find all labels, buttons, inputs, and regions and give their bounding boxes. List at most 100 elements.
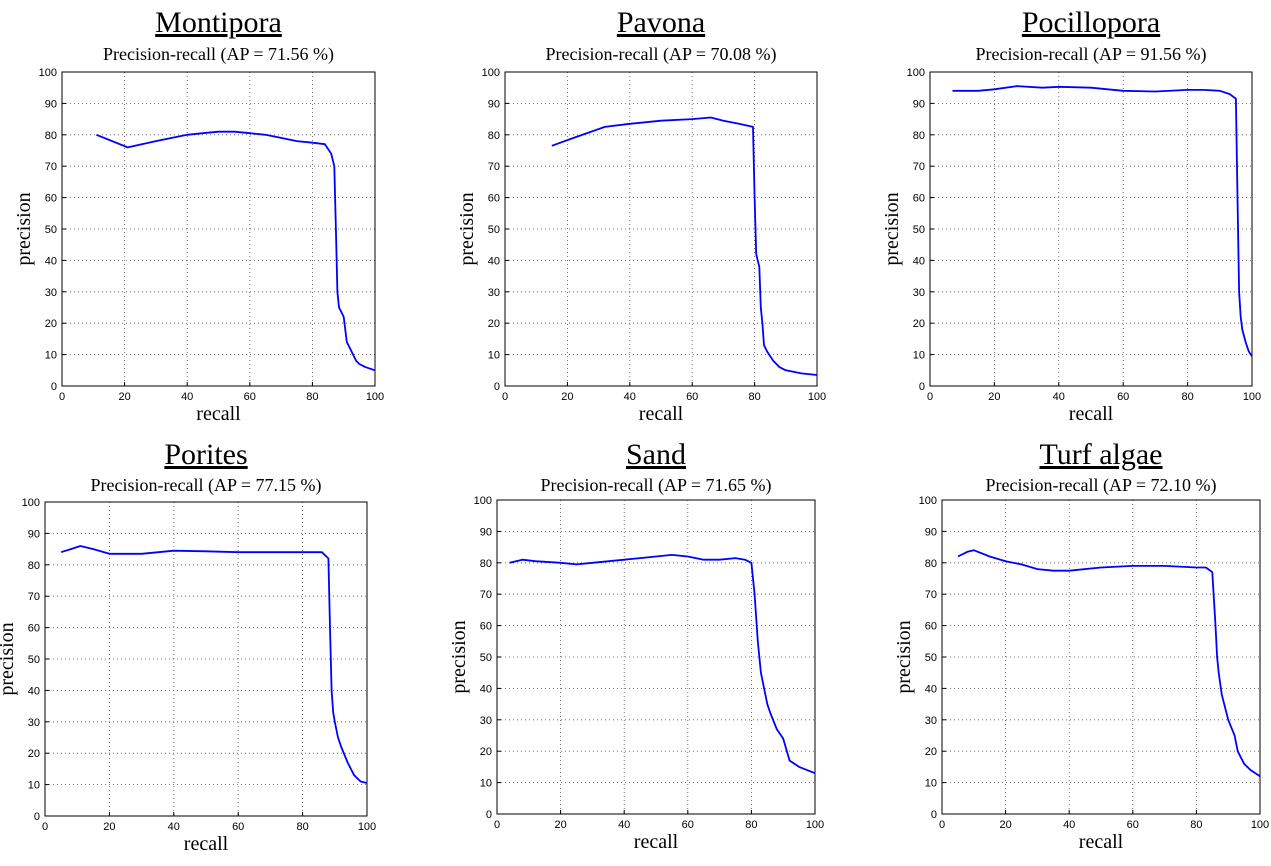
y-tick-label: 0 (494, 381, 500, 393)
plot-area: 0 20 40 60 80 100 0 10 20 30 40 50 60 70 80 90 100 recall… (893, 495, 1269, 853)
x-tick-label: 0 (494, 819, 500, 831)
y-tick-label: 100 (474, 495, 492, 507)
plot-background (497, 500, 815, 814)
y-tick-label: 40 (925, 683, 937, 695)
y-tick-label: 50 (480, 652, 492, 664)
x-axis-label: recall (639, 403, 684, 425)
species-title: Sand (626, 438, 686, 471)
y-tick-label: 20 (925, 746, 937, 758)
y-tick-label: 30 (488, 287, 500, 299)
plot-background (942, 500, 1260, 814)
series-line (96, 130, 376, 372)
y-tick-label: 30 (480, 715, 492, 727)
y-tick-label: 0 (931, 809, 937, 821)
x-tick-label: 60 (1117, 391, 1129, 403)
plot-area: 0 20 40 60 80 100 0 10 20 30 40 50 60 70 80 90 100 recall… (456, 67, 826, 425)
y-tick-label: 100 (39, 67, 57, 79)
y-tick-label: 50 (913, 224, 925, 236)
chart-title: Precision-recall (AP = 77.15 %) (90, 475, 322, 495)
x-tick-label: 20 (103, 821, 115, 833)
x-tick-label: 100 (366, 391, 384, 403)
y-tick-label: 100 (907, 67, 925, 79)
y-tick-label: 60 (28, 623, 40, 635)
x-tick-label: 100 (1243, 391, 1261, 403)
chart-panel-pavona: Pavona Precision-recall (AP = 70.08 %) 0 20… (425, 0, 837, 436)
y-tick-label: 80 (480, 558, 492, 570)
y-tick-label: 10 (28, 780, 40, 792)
x-tick-label: 0 (939, 819, 945, 831)
x-tick-label: 80 (1181, 391, 1193, 403)
plot-area: 0 20 40 60 80 100 0 10 20 30 40 50 60 70 80 90 100 recall… (13, 67, 384, 425)
y-tick-label: 80 (925, 558, 937, 570)
x-tick-label: 60 (1127, 819, 1139, 831)
series-line (60, 545, 368, 784)
y-axis-label: precision (448, 620, 470, 693)
y-tick-label: 70 (913, 161, 925, 173)
y-tick-label: 90 (480, 526, 492, 538)
y-tick-label: 20 (480, 746, 492, 758)
y-tick-label: 90 (925, 526, 937, 538)
x-tick-label: 0 (927, 391, 933, 403)
y-tick-label: 90 (488, 98, 500, 110)
x-tick-label: 20 (118, 391, 130, 403)
x-tick-label: 40 (1053, 391, 1065, 403)
y-tick-label: 40 (913, 255, 925, 267)
y-tick-label: 30 (45, 287, 57, 299)
y-tick-label: 40 (488, 255, 500, 267)
x-tick-label: 100 (358, 821, 376, 833)
x-axis-label: recall (1069, 403, 1114, 425)
x-tick-label: 100 (808, 391, 826, 403)
y-tick-label: 90 (913, 98, 925, 110)
y-tick-label: 0 (34, 811, 40, 823)
y-tick-label: 100 (919, 495, 937, 507)
chart-panel-montipora: Montipora Precision-recall (AP = 71.56 %)… (0, 0, 395, 436)
y-tick-label: 80 (28, 560, 40, 572)
y-tick-label: 0 (486, 809, 492, 821)
y-tick-label: 90 (28, 528, 40, 540)
y-tick-label: 80 (913, 130, 925, 142)
y-tick-label: 20 (488, 318, 500, 330)
y-tick-label: 10 (45, 350, 57, 362)
x-axis-label: recall (184, 833, 229, 855)
y-tick-label: 0 (51, 381, 57, 393)
y-tick-label: 60 (913, 193, 925, 205)
x-tick-label: 40 (624, 391, 636, 403)
y-axis-label: precision (456, 192, 478, 265)
y-tick-label: 30 (913, 287, 925, 299)
x-tick-label: 100 (1251, 819, 1269, 831)
chart-panel-pocillopora: Pocillopora Precision-recall (AP = 91.56 … (860, 0, 1271, 436)
x-tick-label: 60 (686, 391, 698, 403)
x-axis-label: recall (1079, 831, 1124, 853)
x-tick-label: 20 (554, 819, 566, 831)
chart-title: Precision-recall (AP = 71.65 %) (540, 475, 772, 495)
y-tick-label: 60 (925, 621, 937, 633)
y-tick-label: 70 (480, 589, 492, 601)
y-tick-label: 40 (45, 255, 57, 267)
x-tick-label: 80 (1190, 819, 1202, 831)
y-tick-label: 90 (45, 98, 57, 110)
x-tick-label: 20 (561, 391, 573, 403)
y-tick-label: 20 (28, 748, 40, 760)
chart-title: Precision-recall (AP = 71.56 %) (103, 44, 334, 64)
x-tick-label: 60 (244, 391, 256, 403)
species-title: Pavona (616, 6, 706, 39)
x-tick-label: 80 (745, 819, 757, 831)
y-tick-label: 70 (925, 589, 937, 601)
y-tick-label: 20 (45, 318, 57, 330)
y-tick-label: 0 (919, 381, 925, 393)
x-tick-label: 80 (296, 821, 308, 833)
species-title: Pocillopora (1021, 6, 1161, 39)
chart-panel-porites: Porites Precision-recall (AP = 77.15 %) 0 2… (0, 440, 387, 866)
y-tick-label: 10 (488, 350, 500, 362)
y-tick-label: 70 (28, 591, 40, 603)
x-tick-label: 80 (306, 391, 318, 403)
x-tick-label: 20 (999, 819, 1011, 831)
y-tick-label: 10 (480, 778, 492, 790)
plot-area: 0 20 40 60 80 100 0 10 20 30 40 50 60 70 80 90 100 recall… (0, 497, 376, 855)
chart-panel-turf-algae: Turf algae Precision-recall (AP = 72.10 %… (860, 440, 1271, 864)
series-line (551, 116, 818, 376)
y-tick-label: 70 (488, 161, 500, 173)
y-tick-label: 60 (480, 621, 492, 633)
y-tick-label: 10 (913, 350, 925, 362)
x-tick-label: 60 (682, 819, 694, 831)
